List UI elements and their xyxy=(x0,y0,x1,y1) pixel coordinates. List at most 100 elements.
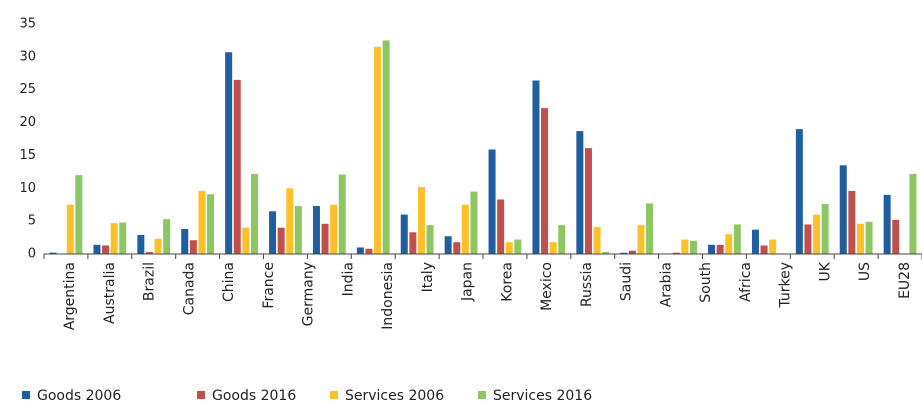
x-tick-label: Italy xyxy=(420,262,436,292)
bar xyxy=(145,252,153,254)
legend-label: Goods 2016 xyxy=(212,388,296,404)
bar xyxy=(189,240,197,254)
bar xyxy=(93,244,101,254)
bar xyxy=(225,52,233,254)
bar xyxy=(505,242,513,254)
bar xyxy=(628,250,636,254)
bar xyxy=(733,224,741,254)
bar xyxy=(49,252,57,254)
x-tick-label: Brazil xyxy=(142,262,158,301)
bar xyxy=(461,204,469,254)
bar xyxy=(382,40,390,254)
bar xyxy=(751,229,759,254)
bar xyxy=(839,165,847,254)
bar xyxy=(725,234,733,254)
bar xyxy=(444,236,452,254)
bar xyxy=(620,252,628,254)
bar xyxy=(576,131,584,254)
x-tick-label: EU28 xyxy=(897,262,913,299)
x-tick-label: Germany xyxy=(301,262,317,326)
y-tick-label: 35 xyxy=(19,17,36,32)
bar xyxy=(672,252,680,254)
bar xyxy=(681,239,689,254)
bar xyxy=(865,221,873,254)
bar xyxy=(269,211,277,254)
bar xyxy=(532,80,540,254)
bar xyxy=(250,173,258,254)
x-tick-label: Canada xyxy=(181,262,197,315)
bar xyxy=(102,245,110,254)
bar xyxy=(137,234,145,254)
bar xyxy=(549,242,557,254)
bar xyxy=(356,247,364,254)
x-tick-label: US xyxy=(857,262,873,281)
x-tick-label: Indonesia xyxy=(380,262,396,330)
legend-swatch xyxy=(197,391,205,399)
bar xyxy=(821,204,829,254)
bar xyxy=(330,204,338,254)
y-tick-label: 15 xyxy=(19,148,36,163)
bar xyxy=(277,227,285,254)
bar xyxy=(848,190,856,254)
legend-label: Goods 2006 xyxy=(37,388,121,404)
bar xyxy=(558,225,566,254)
bar xyxy=(294,206,302,254)
x-tick-label: Australia xyxy=(102,262,118,324)
legend-swatch xyxy=(330,391,338,399)
bar xyxy=(154,238,162,254)
bar xyxy=(804,224,812,254)
bar xyxy=(110,223,118,254)
bar xyxy=(374,47,382,254)
bar xyxy=(286,188,294,254)
bar xyxy=(233,79,241,254)
y-tick-label: 20 xyxy=(19,115,36,130)
x-tick-label: China xyxy=(221,262,237,302)
bar xyxy=(593,227,601,254)
legend-swatch xyxy=(22,391,30,399)
bar xyxy=(365,248,373,254)
legend-label: Services 2006 xyxy=(345,388,444,404)
x-tick-label: Korea xyxy=(499,262,515,302)
bar xyxy=(813,214,821,254)
bar xyxy=(892,219,900,254)
bar xyxy=(417,186,425,254)
bar xyxy=(207,194,215,254)
bar xyxy=(242,227,250,254)
bar xyxy=(470,191,478,254)
bar xyxy=(760,245,768,254)
y-tick-label: 5 xyxy=(28,214,36,229)
bar xyxy=(514,239,522,254)
x-tick-label: Turkey xyxy=(778,262,794,309)
x-tick-label: UK xyxy=(817,261,833,281)
bar xyxy=(338,174,346,254)
y-tick-label: 10 xyxy=(19,181,36,196)
bar xyxy=(198,190,206,254)
y-tick-label: 25 xyxy=(19,82,36,97)
y-tick-label: 0 xyxy=(28,247,36,262)
bar xyxy=(541,108,549,254)
bar xyxy=(312,206,320,254)
legend-label: Services 2016 xyxy=(493,388,592,404)
bar xyxy=(883,194,891,254)
bar xyxy=(119,222,127,254)
bar xyxy=(75,175,83,254)
x-tick-label: Arabia xyxy=(658,262,674,307)
bar xyxy=(602,252,610,254)
bar xyxy=(909,173,917,254)
bar xyxy=(488,149,496,254)
x-tick-label: Mexico xyxy=(539,262,555,311)
x-tick-label: Argentina xyxy=(62,262,78,330)
x-tick-label: South xyxy=(698,262,714,303)
x-tick-label: France xyxy=(261,262,277,309)
bar xyxy=(584,148,592,254)
y-tick-label: 30 xyxy=(19,49,36,64)
bar xyxy=(163,219,171,254)
bar xyxy=(856,223,864,254)
bar xyxy=(689,240,697,254)
x-tick-label: Russia xyxy=(579,262,595,307)
bar xyxy=(795,129,803,254)
bar xyxy=(497,199,505,254)
x-tick-label: Japan xyxy=(460,262,476,302)
legend-swatch xyxy=(478,391,486,399)
